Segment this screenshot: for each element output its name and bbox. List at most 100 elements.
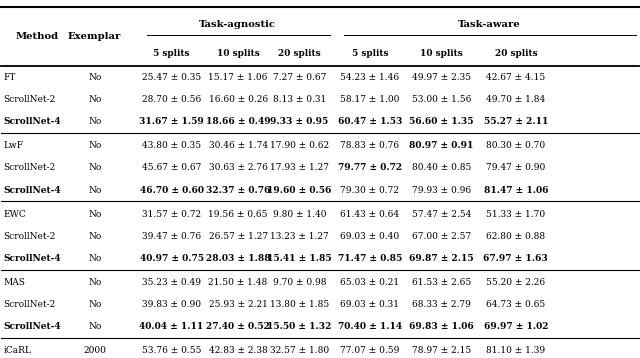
Text: 57.47 ± 2.54: 57.47 ± 2.54 bbox=[412, 209, 471, 219]
Text: 61.53 ± 2.65: 61.53 ± 2.65 bbox=[412, 278, 471, 287]
Text: 70.40 ± 1.14: 70.40 ± 1.14 bbox=[338, 322, 402, 332]
Text: 8.13 ± 0.31: 8.13 ± 0.31 bbox=[273, 95, 326, 104]
Text: 42.83 ± 2.38: 42.83 ± 2.38 bbox=[209, 346, 268, 355]
Text: 16.60 ± 0.26: 16.60 ± 0.26 bbox=[209, 95, 268, 104]
Text: 32.37 ± 0.76: 32.37 ± 0.76 bbox=[206, 185, 270, 195]
Text: 69.83 ± 1.06: 69.83 ± 1.06 bbox=[409, 322, 474, 332]
Text: No: No bbox=[88, 95, 101, 104]
Text: 69.03 ± 0.31: 69.03 ± 0.31 bbox=[340, 300, 399, 309]
Text: 81.10 ± 1.39: 81.10 ± 1.39 bbox=[486, 346, 545, 355]
Text: LwF: LwF bbox=[3, 141, 23, 150]
Text: 79.30 ± 0.72: 79.30 ± 0.72 bbox=[340, 185, 399, 195]
Text: 55.27 ± 2.11: 55.27 ± 2.11 bbox=[484, 117, 548, 126]
Text: 13.80 ± 1.85: 13.80 ± 1.85 bbox=[270, 300, 329, 309]
Text: No: No bbox=[88, 209, 101, 219]
Text: ScrollNet-4: ScrollNet-4 bbox=[3, 117, 61, 126]
Text: 15.50 ± 1.32: 15.50 ± 1.32 bbox=[268, 322, 332, 332]
Text: FT: FT bbox=[3, 73, 15, 82]
Text: 28.03 ± 1.88: 28.03 ± 1.88 bbox=[206, 254, 270, 263]
Text: 51.33 ± 1.70: 51.33 ± 1.70 bbox=[486, 209, 545, 219]
Text: 53.00 ± 1.56: 53.00 ± 1.56 bbox=[412, 95, 471, 104]
Text: 56.60 ± 1.35: 56.60 ± 1.35 bbox=[410, 117, 474, 126]
Text: No: No bbox=[88, 254, 101, 263]
Text: 80.40 ± 0.85: 80.40 ± 0.85 bbox=[412, 163, 471, 173]
Text: 54.23 ± 1.46: 54.23 ± 1.46 bbox=[340, 73, 399, 82]
Text: 79.47 ± 0.90: 79.47 ± 0.90 bbox=[486, 163, 545, 173]
Text: 15.17 ± 1.06: 15.17 ± 1.06 bbox=[209, 73, 268, 82]
Text: Task-agnostic: Task-agnostic bbox=[199, 20, 276, 29]
Text: Task-aware: Task-aware bbox=[458, 20, 520, 29]
Text: 25.93 ± 2.21: 25.93 ± 2.21 bbox=[209, 300, 268, 309]
Text: 80.97 ± 0.91: 80.97 ± 0.91 bbox=[410, 141, 474, 150]
Text: 46.70 ± 0.60: 46.70 ± 0.60 bbox=[140, 185, 204, 195]
Text: 15.41 ± 1.85: 15.41 ± 1.85 bbox=[268, 254, 332, 263]
Text: 18.66 ± 0.49: 18.66 ± 0.49 bbox=[206, 117, 270, 126]
Text: 28.70 ± 0.56: 28.70 ± 0.56 bbox=[142, 95, 201, 104]
Text: 45.67 ± 0.67: 45.67 ± 0.67 bbox=[142, 163, 201, 173]
Text: ScrollNet-2: ScrollNet-2 bbox=[3, 232, 56, 241]
Text: 31.67 ± 1.59: 31.67 ± 1.59 bbox=[139, 117, 204, 126]
Text: No: No bbox=[88, 322, 101, 332]
Text: No: No bbox=[88, 73, 101, 82]
Text: ScrollNet-4: ScrollNet-4 bbox=[3, 254, 61, 263]
Text: 32.57 ± 1.80: 32.57 ± 1.80 bbox=[270, 346, 329, 355]
Text: 13.23 ± 1.27: 13.23 ± 1.27 bbox=[270, 232, 329, 241]
Text: 17.93 ± 1.27: 17.93 ± 1.27 bbox=[270, 163, 329, 173]
Text: 5 splits: 5 splits bbox=[153, 49, 190, 58]
Text: No: No bbox=[88, 185, 101, 195]
Text: 25.47 ± 0.35: 25.47 ± 0.35 bbox=[142, 73, 201, 82]
Text: 19.60 ± 0.56: 19.60 ± 0.56 bbox=[268, 185, 332, 195]
Text: 43.80 ± 0.35: 43.80 ± 0.35 bbox=[142, 141, 201, 150]
Text: EWC: EWC bbox=[3, 209, 26, 219]
Text: 69.87 ± 2.15: 69.87 ± 2.15 bbox=[410, 254, 474, 263]
Text: 58.17 ± 1.00: 58.17 ± 1.00 bbox=[340, 95, 399, 104]
Text: 21.50 ± 1.48: 21.50 ± 1.48 bbox=[209, 278, 268, 287]
Text: 35.23 ± 0.49: 35.23 ± 0.49 bbox=[142, 278, 201, 287]
Text: No: No bbox=[88, 141, 101, 150]
Text: ScrollNet-2: ScrollNet-2 bbox=[3, 300, 56, 309]
Text: 17.90 ± 0.62: 17.90 ± 0.62 bbox=[270, 141, 329, 150]
Text: ScrollNet-4: ScrollNet-4 bbox=[3, 322, 61, 332]
Text: 69.97 ± 1.02: 69.97 ± 1.02 bbox=[484, 322, 548, 332]
Text: 30.63 ± 2.76: 30.63 ± 2.76 bbox=[209, 163, 268, 173]
Text: 31.57 ± 0.72: 31.57 ± 0.72 bbox=[142, 209, 201, 219]
Text: 10 splits: 10 splits bbox=[217, 49, 259, 58]
Text: 49.97 ± 2.35: 49.97 ± 2.35 bbox=[412, 73, 471, 82]
Text: Exemplar: Exemplar bbox=[68, 32, 122, 41]
Text: 49.70 ± 1.84: 49.70 ± 1.84 bbox=[486, 95, 545, 104]
Text: 9.70 ± 0.98: 9.70 ± 0.98 bbox=[273, 278, 326, 287]
Text: ScrollNet-2: ScrollNet-2 bbox=[3, 163, 56, 173]
Text: 61.43 ± 0.64: 61.43 ± 0.64 bbox=[340, 209, 399, 219]
Text: 10 splits: 10 splits bbox=[420, 49, 463, 58]
Text: 78.83 ± 0.76: 78.83 ± 0.76 bbox=[340, 141, 399, 150]
Text: 53.76 ± 0.55: 53.76 ± 0.55 bbox=[142, 346, 201, 355]
Text: No: No bbox=[88, 278, 101, 287]
Text: 39.47 ± 0.76: 39.47 ± 0.76 bbox=[142, 232, 201, 241]
Text: 81.47 ± 1.06: 81.47 ± 1.06 bbox=[484, 185, 548, 195]
Text: 27.40 ± 0.52: 27.40 ± 0.52 bbox=[206, 322, 270, 332]
Text: 64.73 ± 0.65: 64.73 ± 0.65 bbox=[486, 300, 545, 309]
Text: 5 splits: 5 splits bbox=[351, 49, 388, 58]
Text: 80.30 ± 0.70: 80.30 ± 0.70 bbox=[486, 141, 545, 150]
Text: 68.33 ± 2.79: 68.33 ± 2.79 bbox=[412, 300, 471, 309]
Text: MAS: MAS bbox=[3, 278, 25, 287]
Text: ScrollNet-4: ScrollNet-4 bbox=[3, 185, 61, 195]
Text: ScrollNet-2: ScrollNet-2 bbox=[3, 95, 56, 104]
Text: 60.47 ± 1.53: 60.47 ± 1.53 bbox=[338, 117, 402, 126]
Text: 77.07 ± 0.59: 77.07 ± 0.59 bbox=[340, 346, 399, 355]
Text: No: No bbox=[88, 232, 101, 241]
Text: 40.04 ± 1.11: 40.04 ± 1.11 bbox=[140, 322, 204, 332]
Text: 20 splits: 20 splits bbox=[278, 49, 321, 58]
Text: 65.03 ± 0.21: 65.03 ± 0.21 bbox=[340, 278, 399, 287]
Text: 2000: 2000 bbox=[83, 346, 106, 355]
Text: 9.80 ± 1.40: 9.80 ± 1.40 bbox=[273, 209, 326, 219]
Text: 78.97 ± 2.15: 78.97 ± 2.15 bbox=[412, 346, 471, 355]
Text: 79.77 ± 0.72: 79.77 ± 0.72 bbox=[338, 163, 402, 173]
Text: 7.27 ± 0.67: 7.27 ± 0.67 bbox=[273, 73, 326, 82]
Text: 62.80 ± 0.88: 62.80 ± 0.88 bbox=[486, 232, 545, 241]
Text: 69.03 ± 0.40: 69.03 ± 0.40 bbox=[340, 232, 399, 241]
Text: 40.97 ± 0.75: 40.97 ± 0.75 bbox=[140, 254, 204, 263]
Text: 20 splits: 20 splits bbox=[495, 49, 537, 58]
Text: 71.47 ± 0.85: 71.47 ± 0.85 bbox=[338, 254, 402, 263]
Text: 55.20 ± 2.26: 55.20 ± 2.26 bbox=[486, 278, 545, 287]
